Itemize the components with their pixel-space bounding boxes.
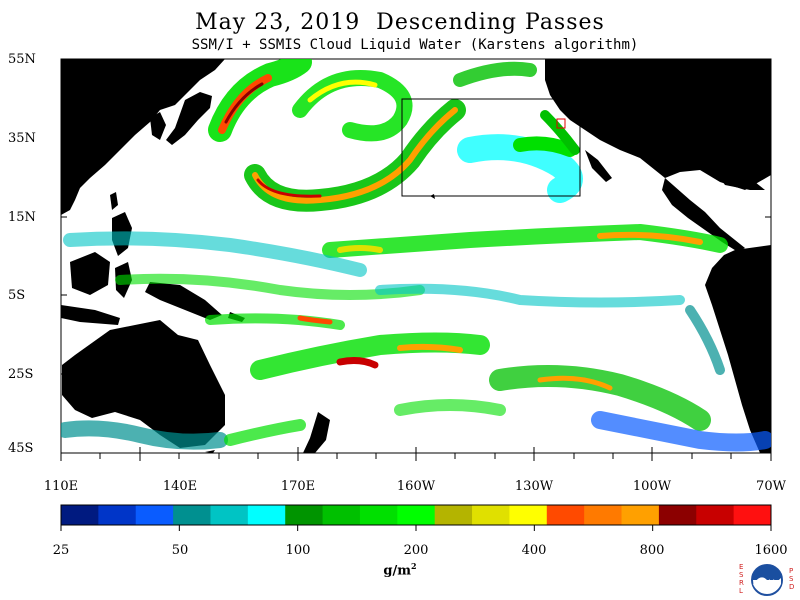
unit-base: g/m <box>383 563 412 579</box>
map-title: May 23, 2019 Descending Passes <box>195 10 605 35</box>
lon-label-110e: 110E <box>43 479 79 494</box>
lon-label-170e: 170E <box>280 479 316 494</box>
land-asia <box>61 59 225 215</box>
colorbar-label-50: 50 <box>171 543 189 558</box>
svg-text:S: S <box>789 575 794 583</box>
map-subtitle: SSM/I + SSMIS Cloud Liquid Water (Karste… <box>191 37 639 53</box>
colorbar-swatch <box>285 505 324 525</box>
land-australia <box>62 320 225 448</box>
colorbar-label-800: 800 <box>639 543 665 558</box>
noaa-text: NOAA <box>758 579 776 586</box>
colorbar-label-400: 400 <box>521 543 547 558</box>
region-box <box>401 98 581 197</box>
colorbar-swatch <box>322 505 361 525</box>
region-marker <box>556 118 566 129</box>
unit-exponent: 2 <box>411 561 417 571</box>
land-masses <box>61 59 771 453</box>
svg-text:L: L <box>739 587 743 595</box>
colorbar <box>60 504 772 531</box>
land-new-guinea <box>145 282 222 320</box>
land-south-america <box>705 245 771 453</box>
colorbar-swatch <box>733 505 772 525</box>
lon-label-100w: 100W <box>632 479 672 494</box>
lon-label-70w: 70W <box>756 479 786 494</box>
land-baja <box>585 150 612 182</box>
colorbar-swatch <box>210 505 249 525</box>
land-java <box>61 305 120 325</box>
colorbar-unit: g/m2 <box>383 561 416 578</box>
colorbar-swatch <box>61 505 99 525</box>
colorbar-swatch <box>247 505 286 525</box>
svg-text:S: S <box>739 571 744 579</box>
land-korea <box>150 112 166 140</box>
lat-label-15n: 15N <box>8 210 36 225</box>
colorbar-swatch <box>696 505 735 525</box>
svg-text:P: P <box>789 567 793 575</box>
land-new-zealand <box>303 412 330 453</box>
lon-ticks <box>60 447 772 461</box>
colorbar-swatch <box>584 505 623 525</box>
colorbar-label-25: 25 <box>52 543 70 558</box>
land-central-america <box>662 178 745 252</box>
svg-text:D: D <box>789 583 794 591</box>
colorbar-swatch <box>509 505 548 525</box>
colorbar-swatch <box>658 505 697 525</box>
land-taiwan <box>110 192 118 210</box>
land-cuba <box>720 178 765 190</box>
colorbar-swatch <box>397 505 436 525</box>
land-borneo <box>70 252 110 295</box>
lat-label-5s: 5S <box>8 288 26 303</box>
colorbar-swatch <box>621 505 660 525</box>
colorbar-swatch <box>434 505 473 525</box>
colorbar-label-1600: 1600 <box>754 543 788 558</box>
noaa-logo: ES RL NOAA PS D <box>739 563 794 596</box>
cloud-field <box>61 59 771 452</box>
colorbar-swatch <box>98 505 137 525</box>
svg-text:E: E <box>739 563 743 571</box>
colorbar-swatch <box>359 505 398 525</box>
lon-label-160w: 160W <box>396 479 436 494</box>
lat-label-35n: 35N <box>8 131 36 146</box>
svg-text:R: R <box>739 579 744 587</box>
colorbar-swatch <box>135 505 174 525</box>
colorbar-label-200: 200 <box>403 543 429 558</box>
lat-label-55n: 55N <box>8 52 36 67</box>
lat-ticks <box>61 58 771 454</box>
psd-text: PS D <box>789 567 794 591</box>
lon-label-140e: 140E <box>162 479 198 494</box>
colorbar-swatch <box>173 505 211 525</box>
lat-label-25s: 25S <box>8 367 34 382</box>
colorbar-swatch <box>472 505 510 525</box>
lat-label-45s: 45S <box>8 441 34 456</box>
esrl-text: ES RL <box>739 563 744 595</box>
land-tasmania <box>205 450 215 453</box>
land-japan <box>166 92 212 145</box>
land-north-america <box>545 59 771 190</box>
colorbar-label-100: 100 <box>285 543 311 558</box>
colorbar-swatch <box>546 505 585 525</box>
lon-label-130w: 130W <box>514 479 554 494</box>
